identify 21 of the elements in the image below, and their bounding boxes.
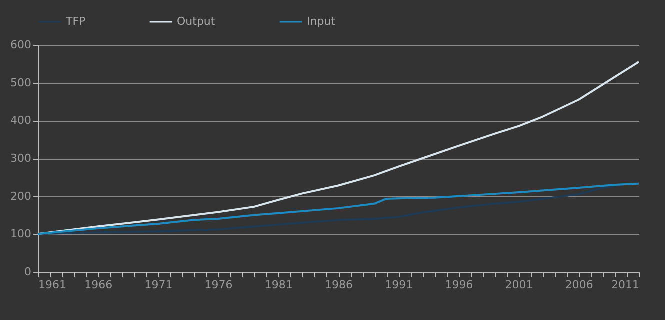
y-tick-label: 0 bbox=[24, 266, 32, 278]
y-tick-label: 200 bbox=[10, 190, 32, 203]
x-tick-label: 2011 bbox=[612, 278, 640, 292]
y-tick-label: 600 bbox=[10, 38, 32, 52]
legend-label: Output bbox=[177, 15, 216, 28]
x-tick-label: 2006 bbox=[565, 278, 594, 292]
x-tick-label: 1971 bbox=[144, 278, 173, 292]
y-tick-label: 400 bbox=[10, 114, 32, 128]
x-tick-label: 1961 bbox=[38, 278, 66, 292]
x-tick-label: 1986 bbox=[325, 278, 353, 292]
y-tick-label: 300 bbox=[10, 152, 32, 165]
y-tick-label: 100 bbox=[10, 228, 32, 241]
x-tick-label: 1981 bbox=[264, 278, 293, 292]
legend-label: TFP bbox=[65, 15, 86, 28]
x-tick-label: 1976 bbox=[204, 278, 233, 292]
x-tick-label: 1991 bbox=[385, 278, 414, 292]
x-tick-label: 1996 bbox=[445, 278, 474, 292]
x-tick-label: 2001 bbox=[505, 278, 534, 292]
x-tick-label: 1966 bbox=[84, 278, 113, 292]
y-tick-label: 500 bbox=[10, 76, 32, 90]
legend-label: Input bbox=[307, 15, 336, 28]
